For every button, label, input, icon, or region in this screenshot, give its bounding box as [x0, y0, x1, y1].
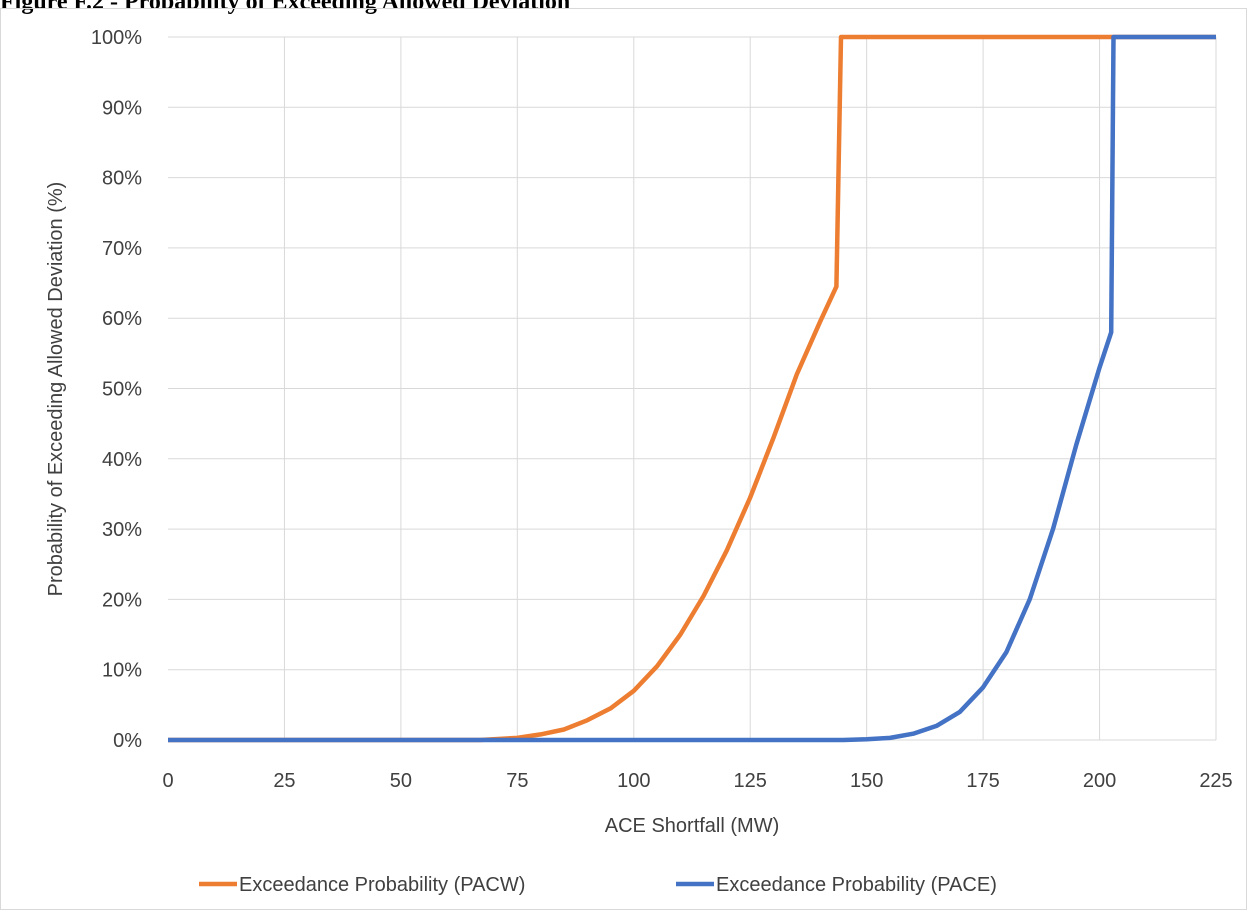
x-tick-labels: 0 25 50 75 100 125 150 175 200 225	[162, 770, 1232, 792]
x-tick-label: 125	[734, 770, 767, 792]
x-tick-label: 25	[273, 770, 295, 792]
legend: Exceedance Probability (PACW) Exceedance …	[199, 874, 997, 896]
y-tick-label: 50%	[102, 379, 142, 401]
series-line-0	[168, 34, 1216, 743]
y-tick-labels: 0% 10% 20% 30% 40% 50% 60% 70% 80% 90% 100%	[91, 27, 142, 752]
grid-layer	[168, 36, 1217, 741]
x-tick-label: 175	[966, 770, 999, 792]
y-tick-label: 80%	[102, 168, 142, 190]
x-tick-label: 0	[162, 770, 173, 792]
x-tick-label: 50	[390, 770, 412, 792]
y-tick-label: 30%	[102, 519, 142, 541]
y-axis-title: Probability of Exceeding Allowed Deviati…	[45, 182, 67, 597]
legend-label-1: Exceedance Probability (PACE)	[716, 874, 997, 896]
chart-frame	[0, 8, 1247, 910]
y-tick-label: 60%	[102, 308, 142, 330]
x-tick-label: 225	[1199, 770, 1232, 792]
x-tick-label: 100	[617, 770, 650, 792]
y-tick-label: 20%	[102, 589, 142, 611]
figure-title: Figure F.2 - Probability of Exceeding Al…	[0, 0, 571, 15]
x-tick-label: 200	[1083, 770, 1116, 792]
x-tick-label: 150	[850, 770, 883, 792]
legend-label-0: Exceedance Probability (PACW)	[239, 874, 525, 896]
y-tick-label: 70%	[102, 238, 142, 260]
series-layer	[168, 34, 1216, 743]
y-tick-label: 90%	[102, 97, 142, 119]
x-tick-label: 75	[506, 770, 528, 792]
x-axis-title: ACE Shortfall (MW)	[605, 815, 779, 837]
series-line-1	[168, 34, 1216, 743]
y-tick-label: 40%	[102, 449, 142, 471]
y-tick-label: 10%	[102, 660, 142, 682]
y-tick-label: 100%	[91, 27, 142, 49]
y-tick-label: 0%	[113, 730, 142, 752]
